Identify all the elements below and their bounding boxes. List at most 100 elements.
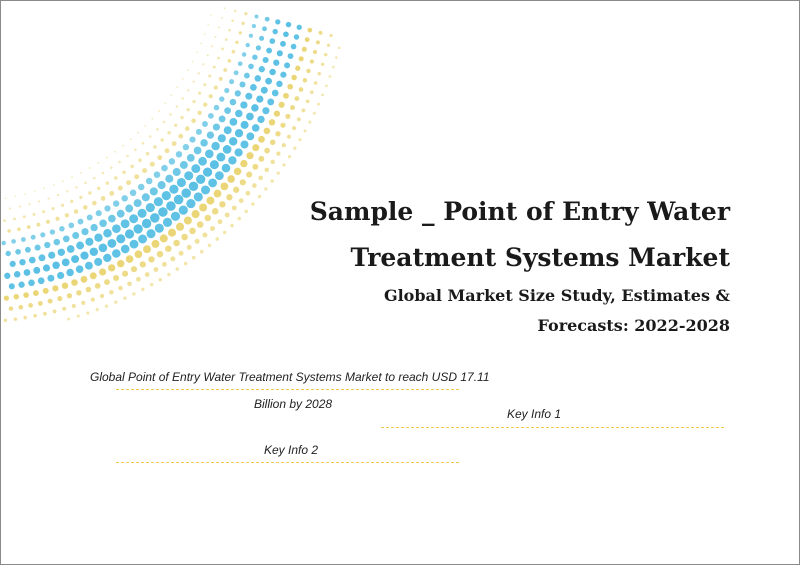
decorative-dot [227,59,232,63]
decorative-dot [98,243,108,253]
decorative-dot [288,155,292,159]
decorative-dot [28,279,35,287]
divider-line [116,462,459,463]
decorative-dot [178,133,184,139]
decorative-dot [178,250,184,256]
decorative-dot [246,132,255,141]
decorative-dot [70,199,74,204]
decorative-dot [85,286,92,293]
decorative-dot [99,268,107,276]
decorative-dot [251,124,260,132]
decorative-dot [227,175,235,183]
decorative-dot [157,155,163,161]
decorative-dot [49,229,56,235]
decorative-dot [170,256,176,262]
decorative-dot [154,223,164,233]
decorative-dot [118,285,123,291]
decorative-dot [11,239,16,244]
decorative-dot [186,244,192,250]
decorative-dot [14,195,17,198]
decorative-dot [32,290,39,297]
decorative-dot [276,151,281,156]
decorative-dot [181,78,184,80]
report-subtitle-line-2: Forecasts: 2022-2028 [537,316,730,335]
decorative-dot [61,258,70,267]
decorative-dot [116,259,125,268]
decorative-dot [258,175,264,181]
decorative-dot [113,200,120,207]
decorative-dot [324,53,328,57]
decorative-dot [251,104,259,112]
decorative-dot [265,77,272,85]
decorative-dot [28,203,31,206]
decorative-dot [130,164,134,169]
decorative-dot [100,196,106,201]
decorative-dot [124,229,135,239]
decorative-dot [129,138,132,141]
decorative-dot [97,161,100,164]
decorative-dot [244,209,248,214]
decorative-dot [161,191,171,201]
decorative-dot [108,214,116,223]
decorative-dot [183,216,192,225]
decorative-dot [175,105,179,108]
decorative-dot [283,92,289,99]
decorative-dot [212,65,216,69]
decorative-dot [57,248,65,256]
decorative-dot [219,201,226,208]
decorative-dot [88,191,92,195]
decorative-dot [85,237,94,246]
decorative-dot [28,303,33,308]
decorative-dot [172,168,181,176]
decorative-dot [107,238,117,248]
decorative-dot [125,255,134,263]
decorative-dot [144,272,150,277]
decorative-dot [3,318,8,323]
decorative-dot [105,156,108,159]
decorative-dot [137,183,145,191]
decorative-dot [254,75,262,82]
decorative-dot [84,261,93,270]
decorative-dot [264,147,270,154]
decorative-dot [258,155,265,162]
decorative-dot [186,154,195,162]
decorative-dot [192,80,195,83]
decorative-dot [114,176,118,180]
decorative-dot [30,234,36,240]
decorative-dot [332,65,335,69]
decorative-dot [146,229,156,239]
decorative-dot [56,193,60,197]
decorative-dot [298,56,304,62]
decorative-dot [262,26,267,32]
decorative-dot [112,224,121,234]
decorative-dot [302,78,308,83]
decorative-dot [32,212,36,216]
decorative-dot [266,47,273,54]
decorative-dot [8,283,15,290]
decorative-dot [43,187,46,190]
decorative-dot [204,214,212,222]
decorative-dot [162,217,173,227]
decorative-dot [273,110,281,117]
decorative-dot [317,71,321,76]
decorative-dot [117,185,123,191]
decorative-dot [15,248,21,255]
decorative-dot [68,222,75,229]
decorative-dot [120,244,130,254]
decorative-dot [280,40,286,47]
decorative-dot [143,245,151,254]
decorative-dot [86,214,93,221]
decorative-dot [66,293,73,299]
decorative-dot [238,198,244,204]
decorative-dot [60,203,65,207]
decorative-dot [231,205,237,211]
decorative-dot [210,14,212,16]
decorative-dot [224,212,230,218]
decorative-dot [229,98,237,106]
decorative-dot [61,180,64,183]
decorative-dot [175,267,180,271]
decorative-dot [86,311,90,315]
decorative-dot [303,129,307,133]
decorative-dot [47,274,55,282]
